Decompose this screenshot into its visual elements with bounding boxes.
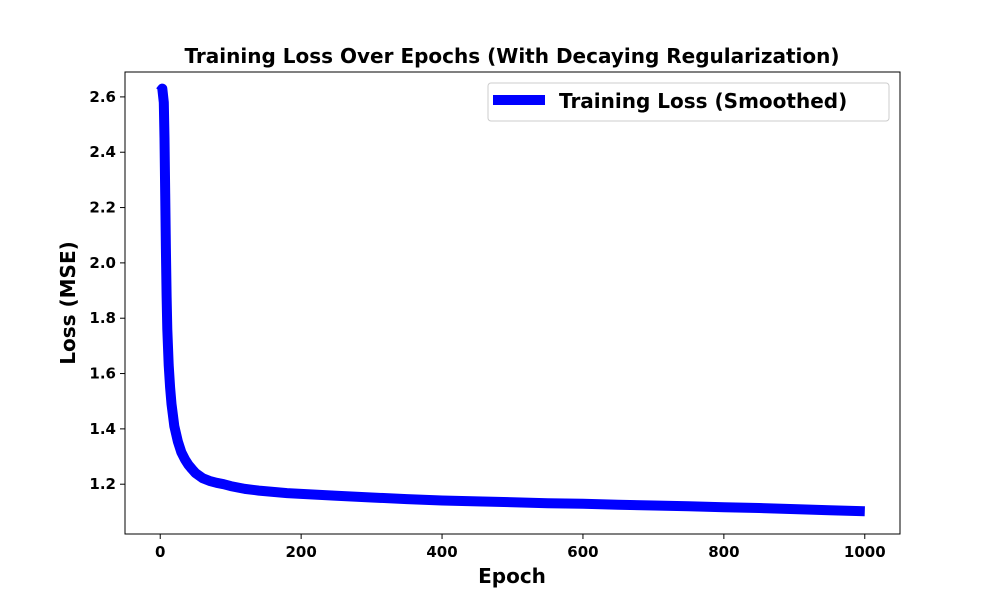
- chart-title: Training Loss Over Epochs (With Decaying…: [184, 44, 839, 68]
- y-tick-label: 2.0: [89, 254, 116, 272]
- y-axis-label: Loss (MSE): [56, 241, 80, 365]
- y-tick-label: 1.8: [89, 309, 116, 327]
- series-line-0: [156, 83, 865, 517]
- y-axis-ticks: 1.2 1.4 1.6 1.8 2.0 2.2 2.4 2.6: [89, 88, 125, 493]
- x-tick-label: 800: [708, 543, 739, 561]
- x-tick-label: 400: [426, 543, 457, 561]
- y-tick-label: 2.4: [89, 143, 116, 161]
- legend-label: Training Loss (Smoothed): [559, 89, 847, 113]
- x-tick-label: 600: [567, 543, 598, 561]
- x-axis-ticks: 0 200 400 600 800 1000: [155, 534, 886, 561]
- legend: Training Loss (Smoothed): [487, 82, 890, 122]
- y-tick-label: 1.2: [89, 475, 116, 493]
- series-layer: [156, 83, 865, 517]
- x-axis-label: Epoch: [478, 564, 546, 588]
- y-tick-label: 2.6: [89, 88, 116, 106]
- y-tick-label: 1.4: [89, 420, 116, 438]
- y-tick-label: 1.6: [89, 365, 116, 383]
- y-tick-label: 2.2: [89, 199, 116, 217]
- x-tick-label: 200: [285, 543, 316, 561]
- plot-area: [125, 72, 900, 534]
- x-tick-label: 1000: [844, 543, 886, 561]
- x-tick-label: 0: [155, 543, 165, 561]
- legend-box: [487, 82, 890, 122]
- plot-frame: [124, 71, 901, 535]
